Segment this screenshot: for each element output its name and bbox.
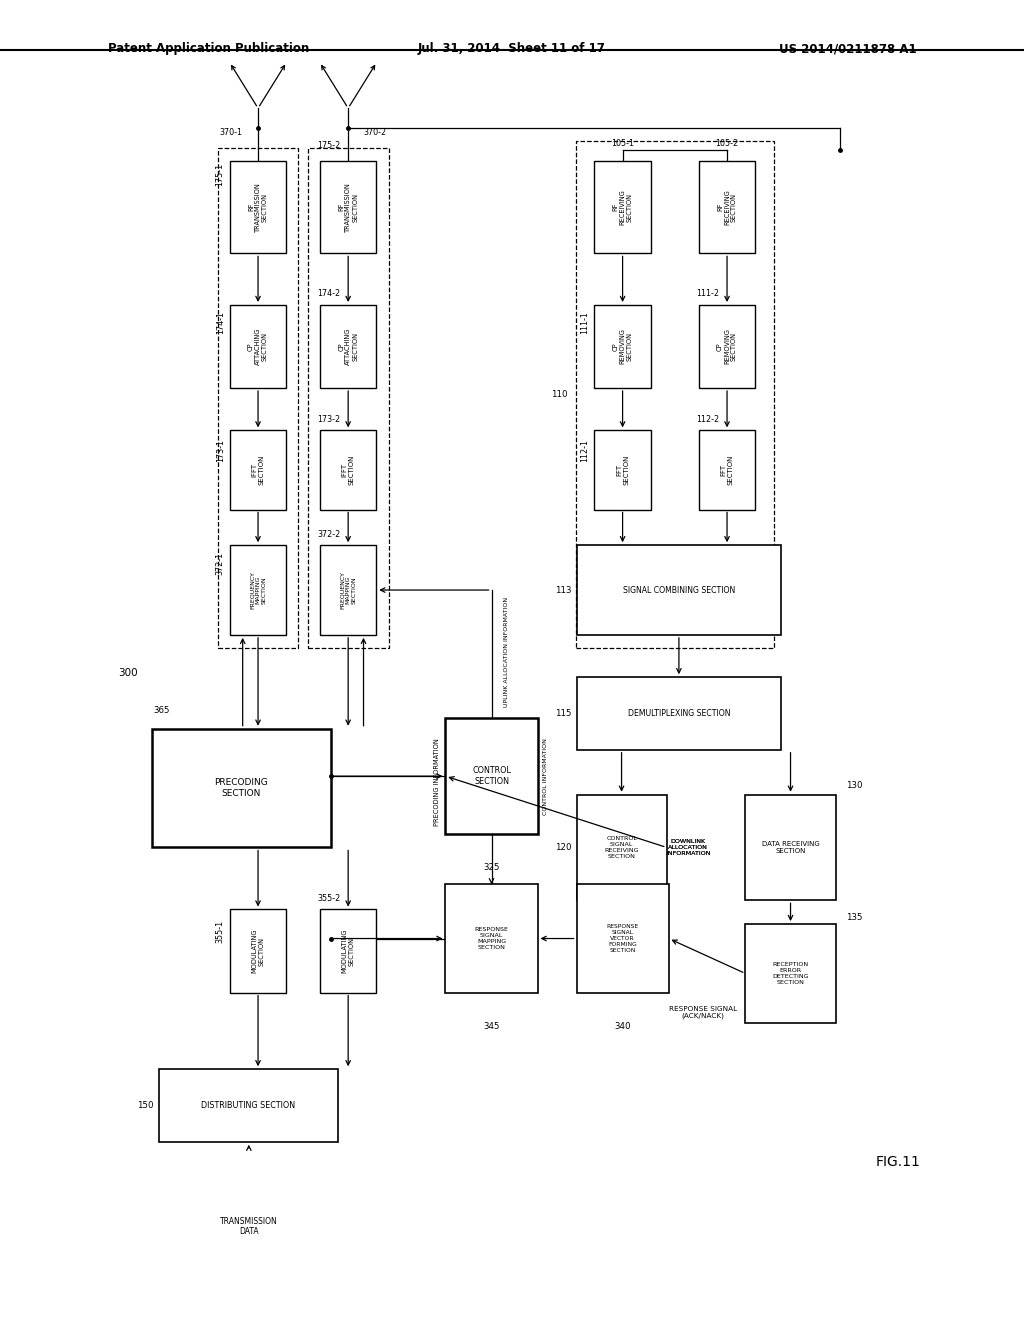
Text: 355-2: 355-2 xyxy=(317,894,340,903)
Text: 174-1: 174-1 xyxy=(216,312,225,334)
Bar xyxy=(319,305,377,388)
Text: 115: 115 xyxy=(555,709,571,718)
Text: IFFT
SECTION: IFFT SECTION xyxy=(342,454,354,486)
Text: 372-1: 372-1 xyxy=(216,552,225,576)
Text: US 2014/0211878 A1: US 2014/0211878 A1 xyxy=(779,42,916,55)
Bar xyxy=(229,545,287,635)
Bar xyxy=(229,305,287,388)
Text: FREQUENCY
MAPPING
SECTION: FREQUENCY MAPPING SECTION xyxy=(340,572,356,609)
Text: RF
RECEIVING
SECTION: RF RECEIVING SECTION xyxy=(612,189,633,226)
Bar xyxy=(577,545,781,635)
Text: 120: 120 xyxy=(555,843,571,851)
Bar xyxy=(698,305,756,388)
Bar xyxy=(217,148,299,648)
Text: 110: 110 xyxy=(551,391,567,399)
Text: 370-1: 370-1 xyxy=(219,128,243,137)
Text: RF
TRANSMISSION
SECTION: RF TRANSMISSION SECTION xyxy=(338,182,358,232)
Text: CP
REMOVING
SECTION: CP REMOVING SECTION xyxy=(717,329,737,364)
Bar xyxy=(307,148,389,648)
Text: 112-1: 112-1 xyxy=(581,438,590,462)
Bar xyxy=(594,430,651,510)
Text: RF
TRANSMISSION
SECTION: RF TRANSMISSION SECTION xyxy=(248,182,268,232)
Text: 173-1: 173-1 xyxy=(216,438,225,462)
Text: FREQUENCY
MAPPING
SECTION: FREQUENCY MAPPING SECTION xyxy=(250,572,266,609)
Text: FFT
SECTION: FFT SECTION xyxy=(616,454,629,486)
Text: CONTROL INFORMATION: CONTROL INFORMATION xyxy=(543,738,548,814)
Bar xyxy=(594,161,651,253)
Text: CONTROL
SIGNAL
RECEIVING
SECTION: CONTROL SIGNAL RECEIVING SECTION xyxy=(604,836,639,859)
Text: RESPONSE SIGNAL
(ACK/NACK): RESPONSE SIGNAL (ACK/NACK) xyxy=(669,1006,737,1019)
Text: 111-1: 111-1 xyxy=(581,312,590,334)
Bar xyxy=(319,545,377,635)
Text: 105-1: 105-1 xyxy=(611,139,634,148)
Bar xyxy=(577,884,669,993)
Text: 345: 345 xyxy=(483,1022,500,1031)
Text: 112-2: 112-2 xyxy=(696,414,719,424)
Text: 370-2: 370-2 xyxy=(364,128,387,137)
Bar xyxy=(575,141,774,648)
Bar xyxy=(319,161,377,253)
Bar xyxy=(577,677,781,750)
Text: RECEPTION
ERROR
DETECTING
SECTION: RECEPTION ERROR DETECTING SECTION xyxy=(772,962,809,985)
Bar xyxy=(745,795,836,900)
Text: 365: 365 xyxy=(154,706,170,715)
Bar xyxy=(319,430,377,510)
Text: CP
ATTACHING
SECTION: CP ATTACHING SECTION xyxy=(248,327,268,366)
Text: PRECODING
SECTION: PRECODING SECTION xyxy=(214,779,268,797)
Bar xyxy=(152,729,331,847)
Text: Patent Application Publication: Patent Application Publication xyxy=(108,42,309,55)
Text: DISTRIBUTING SECTION: DISTRIBUTING SECTION xyxy=(202,1101,295,1110)
Bar xyxy=(698,161,756,253)
Text: UPLINK ALLOCATION INFORMATION: UPLINK ALLOCATION INFORMATION xyxy=(504,597,509,706)
Text: 340: 340 xyxy=(614,1022,631,1031)
Text: FIG.11: FIG.11 xyxy=(876,1155,921,1168)
Text: PRECODING INFORMATION: PRECODING INFORMATION xyxy=(434,738,440,826)
Bar xyxy=(594,305,651,388)
Text: CP
REMOVING
SECTION: CP REMOVING SECTION xyxy=(612,329,633,364)
Bar xyxy=(577,795,667,900)
Text: TRANSMISSION
DATA: TRANSMISSION DATA xyxy=(220,1217,278,1237)
Text: 175-2: 175-2 xyxy=(317,141,340,150)
Text: 300: 300 xyxy=(118,668,137,678)
Text: DEMULTIPLEXING SECTION: DEMULTIPLEXING SECTION xyxy=(628,709,730,718)
Text: CONTROL
SECTION: CONTROL SECTION xyxy=(472,767,511,785)
Bar xyxy=(745,924,836,1023)
Bar xyxy=(229,161,287,253)
Text: FFT
SECTION: FFT SECTION xyxy=(721,454,733,486)
Text: MODULATING
SECTION: MODULATING SECTION xyxy=(252,929,264,973)
Text: DATA RECEIVING
SECTION: DATA RECEIVING SECTION xyxy=(762,841,819,854)
Text: SIGNAL COMBINING SECTION: SIGNAL COMBINING SECTION xyxy=(623,586,735,594)
Text: 174-2: 174-2 xyxy=(317,289,340,298)
Text: 113: 113 xyxy=(555,586,571,594)
Text: 173-2: 173-2 xyxy=(317,414,340,424)
Text: 105-2: 105-2 xyxy=(716,139,738,148)
Bar xyxy=(445,718,538,834)
Bar xyxy=(319,909,377,993)
Text: 111-2: 111-2 xyxy=(696,289,719,298)
Bar xyxy=(159,1069,338,1142)
Text: RF
RECEIVING
SECTION: RF RECEIVING SECTION xyxy=(717,189,737,226)
Text: 150: 150 xyxy=(137,1101,154,1110)
Text: IFFT
SECTION: IFFT SECTION xyxy=(252,454,264,486)
Text: RESPONSE
SIGNAL
MAPPING
SECTION: RESPONSE SIGNAL MAPPING SECTION xyxy=(474,927,509,950)
Text: 130: 130 xyxy=(846,781,862,791)
Text: DOWNLINK
ALLOCATION
INFORMATION: DOWNLINK ALLOCATION INFORMATION xyxy=(666,840,711,855)
Text: 355-1: 355-1 xyxy=(216,920,225,942)
Text: 135: 135 xyxy=(846,913,862,923)
Text: 175-1: 175-1 xyxy=(215,162,223,186)
Text: 372-2: 372-2 xyxy=(317,529,340,539)
Text: RESPONSE
SIGNAL
VECTOR
FORMING
SECTION: RESPONSE SIGNAL VECTOR FORMING SECTION xyxy=(606,924,639,953)
Text: CP
ATTACHING
SECTION: CP ATTACHING SECTION xyxy=(338,327,358,366)
Bar xyxy=(445,884,538,993)
Bar xyxy=(229,909,287,993)
Bar xyxy=(229,430,287,510)
Text: DOWNLINK
ALLOCATION
INFORMATION: DOWNLINK ALLOCATION INFORMATION xyxy=(666,840,711,855)
Text: 325: 325 xyxy=(483,863,500,873)
Text: MODULATING
SECTION: MODULATING SECTION xyxy=(342,929,354,973)
Text: Jul. 31, 2014  Sheet 11 of 17: Jul. 31, 2014 Sheet 11 of 17 xyxy=(418,42,606,55)
Bar xyxy=(698,430,756,510)
